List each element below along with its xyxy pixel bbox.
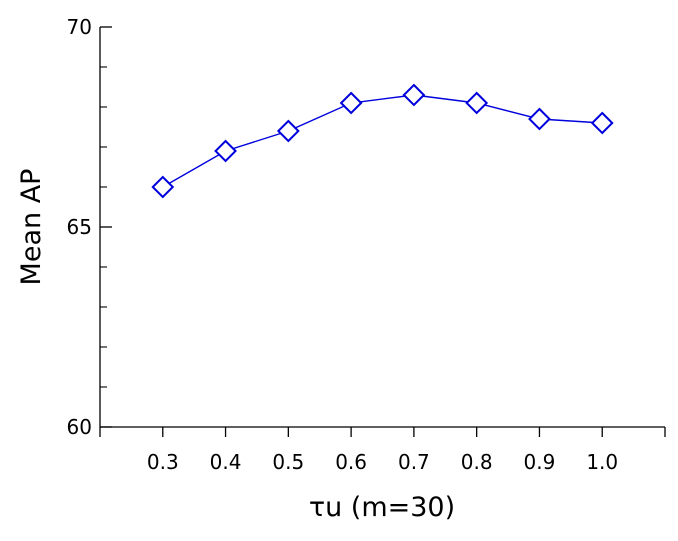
x-tick-label: 0.4	[210, 450, 242, 474]
y-tick-label: 60	[67, 415, 92, 439]
data-point-marker	[214, 139, 237, 163]
y-tick-label: 65	[67, 215, 92, 239]
ticks: 60 65 70 0.3 0.4 0.5 0.6 0.7 0.8 0.9 1.0	[67, 15, 666, 474]
x-tick-label: 0.3	[147, 450, 179, 474]
x-tick-label: 0.5	[272, 450, 304, 474]
axes	[99, 27, 665, 428]
data-point-marker	[276, 119, 300, 143]
data-point-marker	[590, 111, 614, 135]
series-line	[162, 94, 603, 188]
data-point-marker	[465, 91, 489, 115]
y-axis-label: Mean AP	[16, 169, 47, 286]
x-tick-label: 1.0	[586, 450, 618, 474]
data-point-marker	[528, 107, 551, 131]
x-tick-label: 0.9	[524, 450, 556, 474]
data-point-marker	[402, 83, 426, 107]
data-point-marker	[151, 175, 175, 199]
data-point-marker	[339, 91, 363, 115]
series-layer	[151, 83, 614, 199]
y-tick-label: 70	[67, 15, 92, 39]
x-tick-label: 0.7	[398, 450, 430, 474]
x-tick-label: 0.8	[461, 450, 493, 474]
x-axis-label: τu (m=30)	[309, 492, 455, 523]
x-tick-label: 0.6	[335, 450, 367, 474]
